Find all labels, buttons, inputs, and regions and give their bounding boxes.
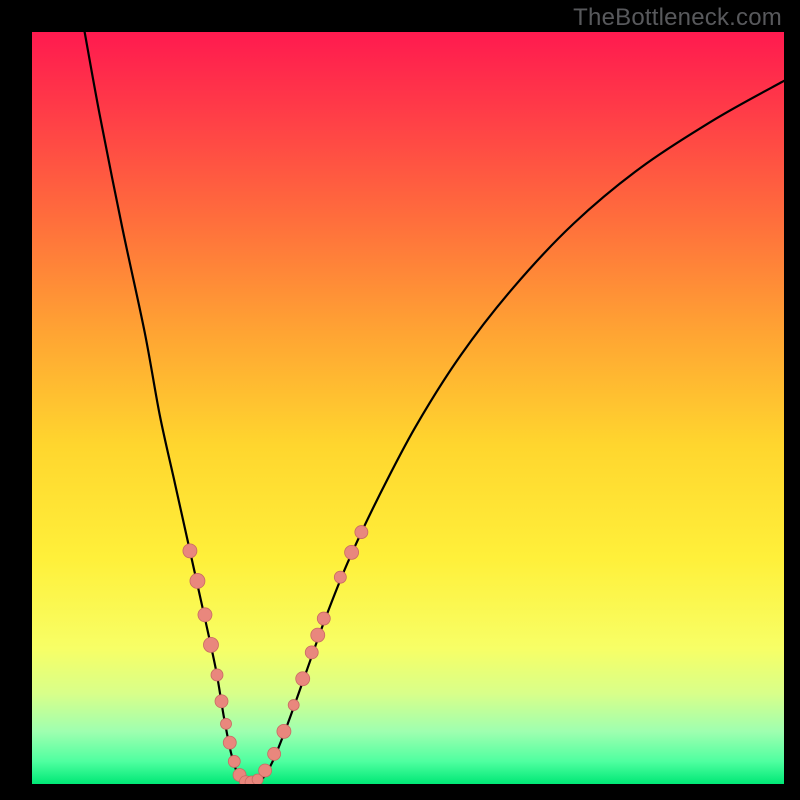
data-marker <box>311 628 325 642</box>
data-marker <box>259 764 272 777</box>
data-marker <box>228 755 240 767</box>
data-marker <box>221 718 232 729</box>
data-marker <box>355 526 368 539</box>
data-marker <box>317 612 330 625</box>
plot-area <box>32 32 784 784</box>
data-marker <box>277 724 291 738</box>
data-marker <box>305 646 318 659</box>
data-marker <box>334 571 346 583</box>
gradient-background <box>32 32 784 784</box>
data-marker <box>190 573 205 588</box>
data-marker <box>268 747 281 760</box>
data-marker <box>296 672 310 686</box>
data-marker <box>345 545 359 559</box>
data-marker <box>215 695 228 708</box>
data-marker <box>203 637 218 652</box>
bottleneck-curve-chart <box>32 32 784 784</box>
data-marker <box>211 669 223 681</box>
watermark-text: TheBottleneck.com <box>573 4 782 32</box>
data-marker <box>288 700 299 711</box>
data-marker <box>223 736 236 749</box>
data-marker <box>183 544 197 558</box>
data-marker <box>198 608 212 622</box>
chart-frame: TheBottleneck.com <box>0 0 800 800</box>
